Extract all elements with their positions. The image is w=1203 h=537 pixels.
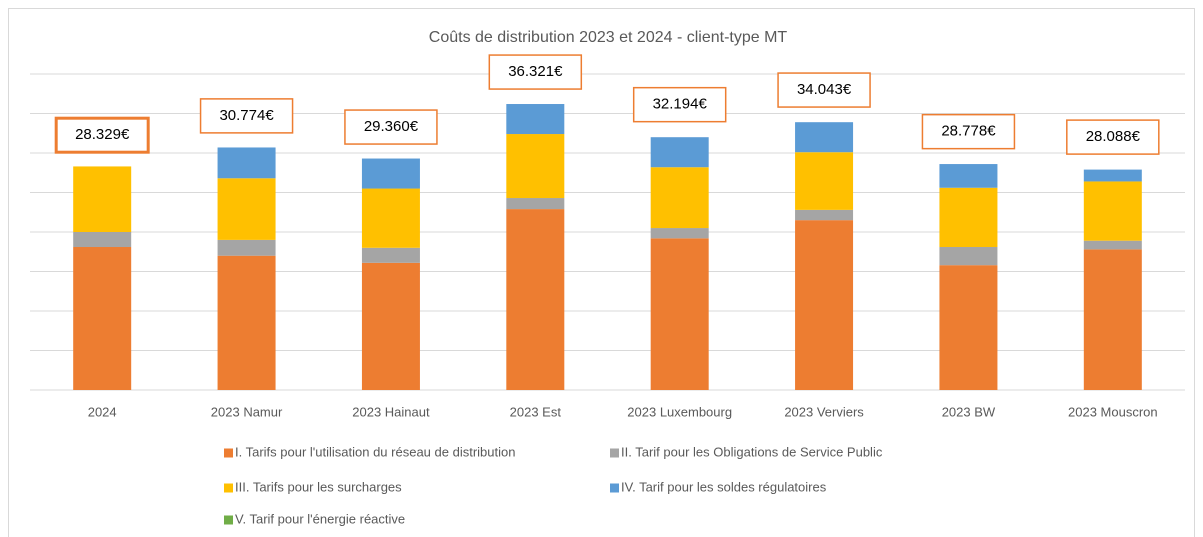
x-tick-label: 2023 Verviers — [784, 404, 864, 419]
bar-segment — [361, 158, 420, 189]
bar-segment — [939, 164, 998, 188]
total-label: 28.778€ — [941, 123, 996, 140]
total-label: 30.774€ — [219, 107, 274, 124]
bar-segment — [217, 255, 276, 390]
bar-segment — [939, 265, 998, 390]
x-tick-label: 2024 — [88, 404, 117, 419]
bar-segment — [650, 228, 709, 239]
legend-swatch — [224, 515, 233, 525]
legend-label: I. Tarifs pour l'utilisation du réseau d… — [235, 444, 515, 459]
x-tick-label: 2023 BW — [942, 404, 996, 419]
bar-segment — [650, 137, 709, 168]
total-label: 28.088€ — [1086, 128, 1141, 145]
bar-segment — [506, 209, 565, 390]
legend-label: III. Tarifs pour les surcharges — [235, 479, 402, 494]
bar-segment — [506, 134, 565, 199]
bar-segment — [795, 122, 854, 153]
bar-segment — [1083, 169, 1142, 182]
legend-swatch — [224, 483, 233, 493]
x-tick-label: 2023 Namur — [211, 404, 283, 419]
total-label: 36.321€ — [508, 63, 563, 80]
bar-segment — [361, 247, 420, 263]
bar-segment — [795, 152, 854, 210]
bar-segment — [73, 166, 132, 232]
total-box — [54, 116, 150, 154]
legend-swatch — [610, 483, 619, 493]
bar-segment — [1083, 240, 1142, 250]
bar-segment — [939, 187, 998, 248]
total-label: 34.043€ — [797, 81, 852, 98]
total-box — [344, 109, 438, 145]
bar-segment — [217, 178, 276, 240]
bar-segment — [1083, 249, 1142, 390]
total-label: 28.329€ — [75, 126, 130, 143]
x-tick-label: 2023 Hainaut — [352, 404, 430, 419]
total-label: 32.194€ — [653, 96, 708, 113]
total-box — [488, 54, 583, 90]
chart-title: Coûts de distribution 2023 et 2024 - cli… — [429, 29, 788, 46]
bar-segment — [73, 247, 132, 390]
total-box — [777, 72, 871, 108]
total-box — [921, 113, 1016, 150]
bar-segment — [73, 232, 132, 248]
bar-segment — [939, 247, 998, 266]
legend-label: II. Tarif pour les Obligations de Servic… — [621, 444, 883, 459]
total-label: 29.360€ — [364, 118, 419, 135]
x-tick-label: 2023 Luxembourg — [627, 404, 732, 419]
legend-label: V. Tarif pour l'énergie réactive — [235, 511, 405, 526]
bar-segment — [217, 147, 276, 179]
x-tick-label: 2023 Mouscron — [1068, 404, 1158, 419]
legend-swatch — [224, 448, 233, 458]
total-box — [632, 86, 727, 123]
chart-border — [8, 8, 1195, 537]
bar-segment — [650, 238, 709, 390]
total-box — [1066, 119, 1160, 155]
bar-segment — [795, 220, 854, 390]
x-tick-label: 2023 Est — [510, 404, 562, 419]
bar-segment — [506, 104, 565, 135]
legend-swatch — [610, 448, 619, 458]
bar-segment — [650, 167, 709, 229]
bar-segment — [361, 262, 420, 390]
bar-segment — [361, 188, 420, 248]
bar-segment — [217, 239, 276, 256]
bar-segment — [506, 198, 565, 210]
bar-segment — [1083, 181, 1142, 241]
total-box — [199, 98, 294, 134]
bar-segment — [795, 209, 854, 221]
legend-label: IV. Tarif pour les soldes régulatoires — [621, 479, 827, 494]
